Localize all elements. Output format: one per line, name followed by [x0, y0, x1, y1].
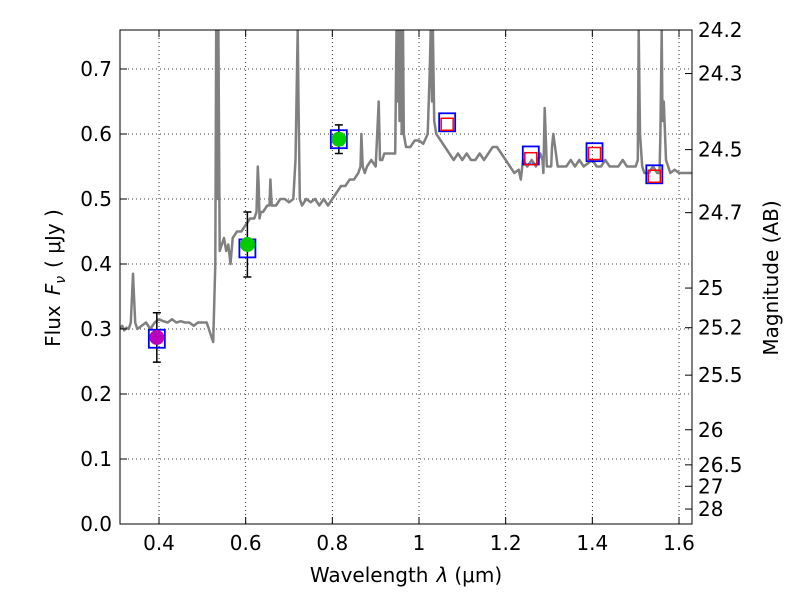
observed-boxes	[147, 112, 664, 349]
right-tick-label: 25.5	[698, 363, 743, 387]
model-point	[440, 117, 454, 131]
x-axis-label: Wavelength λ (μm)	[310, 563, 502, 587]
x-tick-label: 1.2	[490, 531, 522, 555]
y-tick-label: 0.3	[80, 317, 112, 341]
observed-box	[585, 142, 604, 163]
measurement-point	[149, 329, 165, 345]
x-tick-label: 0.4	[143, 531, 175, 555]
observed-box	[147, 328, 166, 349]
y-tick-label: 0.2	[80, 382, 112, 406]
y-tick-label: 0.5	[80, 187, 112, 211]
model-point	[524, 151, 538, 166]
observed-box	[438, 112, 457, 133]
y-tick-label: 0.4	[80, 252, 112, 276]
right-tick-label: 24.2	[698, 18, 743, 42]
right-tick-label: 26	[698, 418, 723, 442]
x-tick-label: 0.6	[230, 531, 262, 555]
right-axis-label: Magnitude (AB)	[759, 200, 783, 355]
right-tick-label: 25	[698, 276, 723, 300]
measurement-point	[239, 237, 255, 252]
y-tick-label: 0.0	[80, 512, 112, 536]
model-point	[647, 169, 662, 183]
x-tick-label: 1.6	[663, 531, 695, 555]
observed-box	[645, 164, 664, 185]
y-axis-label: FluxFν( μJy )	[41, 209, 69, 347]
x-tick-label: 0.8	[316, 531, 348, 555]
y-tick-label: 0.7	[80, 57, 112, 81]
right-tick-label: 24.3	[698, 62, 743, 86]
x-tick-label: 1.4	[576, 531, 608, 555]
measurement-point	[331, 131, 347, 147]
right-tick-label: 24.7	[698, 201, 743, 225]
y-tick-label: 0.1	[80, 447, 112, 471]
right-tick-label: 26.5	[698, 453, 743, 477]
observed-box	[329, 129, 348, 150]
right-tick-label: 27	[698, 474, 723, 498]
y-tick-label: 0.6	[80, 122, 112, 146]
right-tick-label: 28	[698, 497, 723, 521]
model-point	[587, 146, 602, 161]
right-tick-label: 25.2	[698, 316, 743, 340]
x-tick-label: 1	[413, 531, 426, 555]
data-points	[149, 117, 662, 345]
axis-ticks	[120, 29, 692, 525]
tick-labels: 0.4 0.6 0.8 1 1.2 1.4 1.6 0.0 0.1 0.2 0.3 0.4 0.5 0.6…	[80, 18, 742, 555]
right-tick-label: 24.5	[698, 138, 743, 162]
plot-frame	[119, 29, 693, 525]
